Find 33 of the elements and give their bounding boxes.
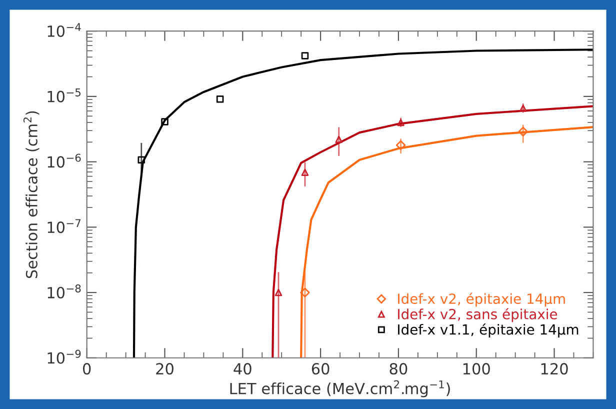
- x-tick-label: 120: [541, 363, 568, 375]
- y-tick-label: 10$^{−9}$: [48, 350, 81, 364]
- y-tick-label: 10$^{−5}$: [48, 88, 81, 102]
- x-tick-label: 0: [83, 363, 91, 375]
- x-tick-label: 100: [463, 363, 490, 375]
- x-tick-label: 20: [156, 363, 174, 375]
- line-series: [132, 48, 594, 358]
- point: [301, 52, 309, 60]
- line-series: [300, 126, 594, 358]
- legend-label: Idef-x v1.1, épitaxie 14μm: [398, 323, 578, 338]
- point: [300, 288, 310, 298]
- x-tick-label: 60: [312, 363, 330, 375]
- legend-label: Idef-x v2, épitaxie 14μm: [398, 292, 565, 307]
- y-tick-label: 10$^{−6}$: [48, 154, 81, 168]
- point: [335, 136, 343, 144]
- y-axis-title: Section efficace (cm$^{2}$): [23, 111, 40, 278]
- point: [161, 118, 168, 126]
- point: [216, 95, 224, 103]
- x-tick-label: 80: [390, 363, 408, 375]
- point: [138, 156, 146, 164]
- point: [274, 288, 282, 296]
- legend-label: Idef-x v2, sans épitaxie: [398, 308, 558, 322]
- y-tick-label: 10$^{−7}$: [48, 219, 81, 234]
- line-series: [272, 105, 594, 358]
- point: [518, 126, 528, 136]
- y-tick-label: 10$^{−8}$: [48, 284, 81, 298]
- point: [397, 118, 404, 126]
- point: [396, 140, 406, 150]
- y-tick-label: 10$^{−4}$: [48, 23, 81, 37]
- x-axis-title: LET efficace (MeV.cm$^{2}$.mg$^{−1}$): [230, 380, 450, 398]
- point: [301, 168, 309, 176]
- point: [519, 104, 527, 112]
- x-tick-label: 40: [234, 363, 252, 375]
